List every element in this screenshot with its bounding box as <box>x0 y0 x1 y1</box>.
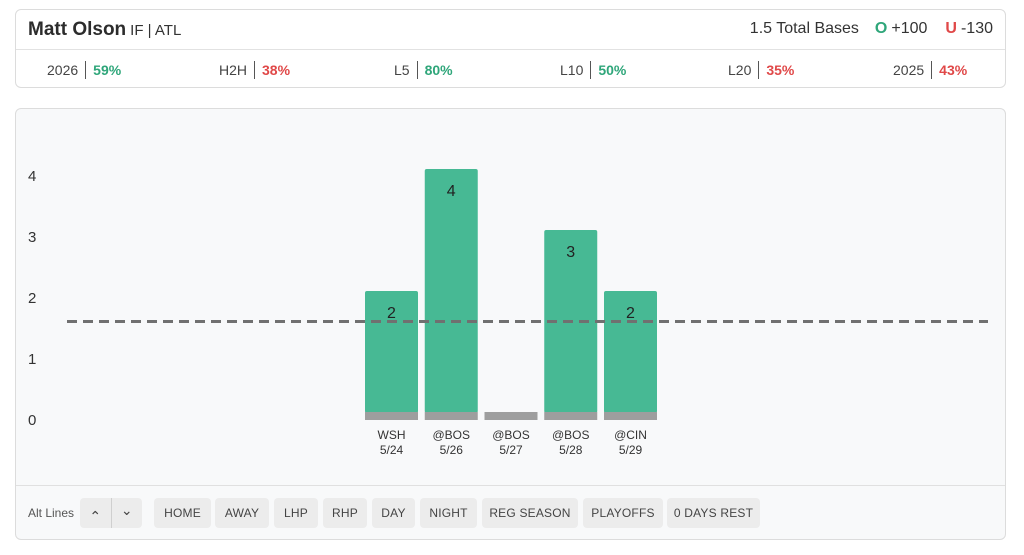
bar-value-label: 2 <box>387 305 396 322</box>
stat-value: 50% <box>598 62 627 78</box>
under-indicator: U <box>945 20 957 37</box>
x-tick-opponent: @CIN <box>614 428 647 442</box>
chevron-down-icon: ⌄ <box>120 502 133 518</box>
filter-away-button[interactable]: AWAY <box>215 498 269 528</box>
over-indicator: O <box>874 20 888 37</box>
player-name-block: Matt Olson IF | ATL <box>28 19 181 41</box>
stat-label: L10 <box>560 62 584 78</box>
y-tick-label: 4 <box>28 168 36 185</box>
stat-value: 59% <box>93 62 122 78</box>
filter-day-button[interactable]: DAY <box>372 498 415 528</box>
filter-bar: Alt Lines ⌃ ⌄ HOME AWAY LHP RHP DAY NIGH… <box>16 485 1005 539</box>
filter-playoffs-button[interactable]: PLAYOFFS <box>583 498 663 528</box>
alt-lines-label: Alt Lines <box>28 506 75 520</box>
alt-line-down-button[interactable]: ⌄ <box>112 498 143 528</box>
stat-h2h[interactable]: H2H 38% <box>219 61 290 79</box>
x-tick-opponent: WSH <box>378 428 406 442</box>
bar <box>424 169 478 413</box>
x-tick-opponent: @BOS <box>552 428 590 442</box>
stat-divider <box>590 61 592 79</box>
bar-value-label: 3 <box>566 244 575 261</box>
over-odds[interactable]: +100 <box>891 20 928 37</box>
stat-value: 43% <box>939 62 968 78</box>
hit-rate-stats-row: 2026 59% H2H 38% L5 80% L10 50% L20 35% … <box>16 50 1005 88</box>
filter-days-rest-button[interactable]: 0 DAYS REST <box>667 498 760 528</box>
bar-base <box>544 412 598 420</box>
y-tick-label: 0 <box>28 412 36 429</box>
stat-2025[interactable]: 2025 43% <box>893 61 967 79</box>
stat-divider <box>931 61 933 79</box>
stat-2026[interactable]: 2026 59% <box>47 61 121 79</box>
header-top-row: Matt Olson IF | ATL 1.5 Total Bases O +10… <box>16 10 1005 50</box>
player-prop-header: Matt Olson IF | ATL 1.5 Total Bases O +10… <box>15 9 1006 88</box>
prop-label: 1.5 Total Bases <box>749 20 859 37</box>
x-tick-date: 5/28 <box>559 443 583 457</box>
game-log-chart-card: 0 1 2 3 4 2 WSH 5/24 4 @BOS 5/26 @BOS 5/27 3 @BOS 5/28 2… <box>15 108 1006 540</box>
filter-reg-season-button[interactable]: REG SEASON <box>482 498 578 528</box>
stat-divider <box>254 61 256 79</box>
x-tick-opponent: @BOS <box>432 428 470 442</box>
game-log-bar-chart: 012342WSH5/244@BOS5/26@BOS5/273@BOS5/282… <box>28 168 988 457</box>
stat-divider <box>85 61 87 79</box>
under-odds[interactable]: -130 <box>960 20 993 37</box>
bar-base <box>365 412 418 420</box>
filter-home-button[interactable]: HOME <box>154 498 211 528</box>
stat-l5[interactable]: L5 80% <box>394 61 453 79</box>
x-tick-date: 5/27 <box>499 443 523 457</box>
filter-lhp-button[interactable]: LHP <box>274 498 318 528</box>
filter-rhp-button[interactable]: RHP <box>323 498 367 528</box>
filter-night-button[interactable]: NIGHT <box>420 498 477 528</box>
stat-value: 38% <box>262 62 291 78</box>
stat-value: 80% <box>424 62 453 78</box>
bar-base <box>484 412 538 420</box>
stat-label: H2H <box>219 62 248 78</box>
stat-l20[interactable]: L20 35% <box>728 61 794 79</box>
y-tick-label: 2 <box>28 290 36 307</box>
bar-base <box>604 412 657 420</box>
stat-divider <box>758 61 760 79</box>
prop-line-area: 1.5 Total Bases O +100 U -130 <box>750 20 993 38</box>
player-name: Matt Olson <box>28 19 127 40</box>
alt-lines-stepper: ⌃ ⌄ <box>80 498 142 528</box>
stat-l10[interactable]: L10 50% <box>560 61 626 79</box>
bar-value-label: 4 <box>447 183 456 200</box>
y-tick-label: 1 <box>28 351 36 368</box>
player-team-position: IF | ATL <box>130 22 182 39</box>
stat-value: 35% <box>766 62 795 78</box>
stat-divider <box>416 61 418 79</box>
bar-value-label: 2 <box>626 305 635 322</box>
x-tick-date: 5/29 <box>619 443 643 457</box>
chevron-up-icon: ⌃ <box>89 507 102 524</box>
x-tick-date: 5/26 <box>440 443 464 457</box>
bar-base <box>424 412 478 420</box>
stat-label: 2026 <box>47 62 79 78</box>
stat-label: L20 <box>728 62 752 78</box>
stat-label: L5 <box>394 62 410 78</box>
stat-label: 2025 <box>893 62 925 78</box>
x-tick-date: 5/24 <box>380 443 404 457</box>
alt-line-up-button[interactable]: ⌃ <box>80 498 112 528</box>
y-tick-label: 3 <box>28 229 36 246</box>
x-tick-opponent: @BOS <box>492 428 530 442</box>
